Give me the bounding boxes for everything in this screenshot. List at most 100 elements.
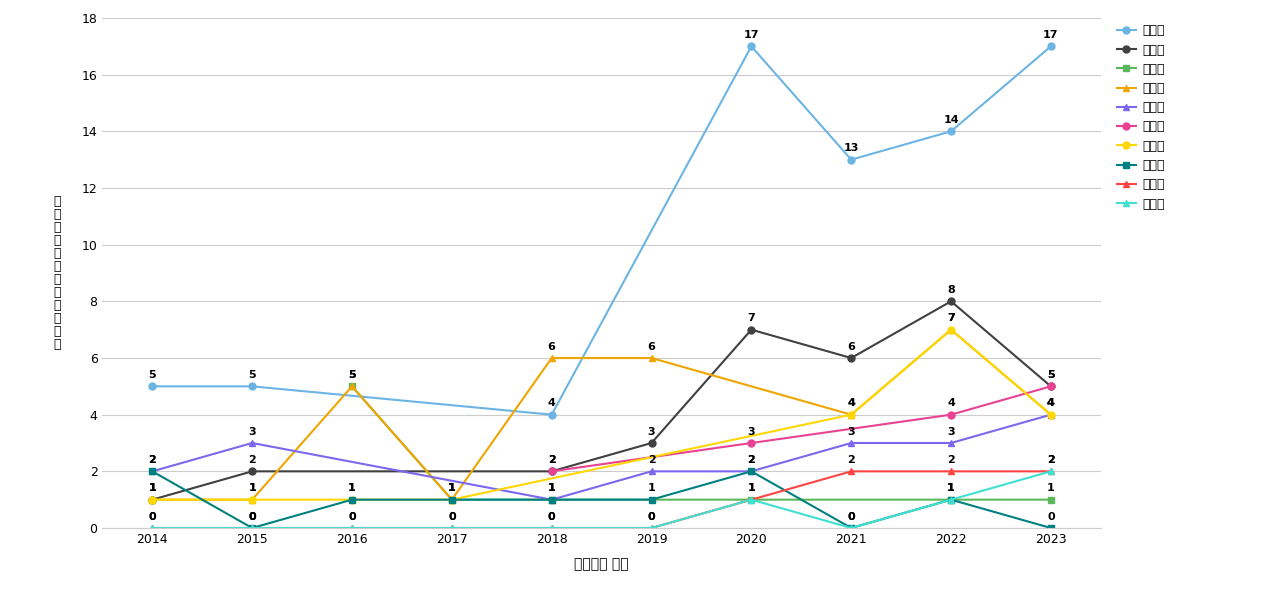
박성규 xyxy=(644,355,659,362)
노종기 xyxy=(1043,383,1059,390)
나윤성 xyxy=(145,383,160,390)
Text: 1: 1 xyxy=(548,484,556,493)
Text: 4: 4 xyxy=(1047,398,1055,409)
인치훈 xyxy=(244,524,260,532)
Legend: 나윤성, 유홍준, 전진국, 박성규, 황정우, 노종기, 성기주, 인치훈, 정영배, 이진복: 나윤성, 유홍준, 전진국, 박성규, 황정우, 노종기, 성기주, 인치훈, … xyxy=(1117,24,1165,211)
Text: 0: 0 xyxy=(248,512,256,521)
Text: 2: 2 xyxy=(648,455,655,465)
Text: 0: 0 xyxy=(448,512,456,521)
Line: 노종기: 노종기 xyxy=(548,383,1055,475)
박성규 xyxy=(244,496,260,503)
인치훈 xyxy=(744,468,759,475)
전진국 xyxy=(943,496,959,503)
Text: 4: 4 xyxy=(947,398,955,409)
Text: 1: 1 xyxy=(448,484,456,493)
정영배 xyxy=(344,524,360,532)
Text: 1: 1 xyxy=(748,484,755,493)
Text: 4: 4 xyxy=(847,398,855,409)
전진국 xyxy=(1043,496,1059,503)
이진복 xyxy=(244,524,260,532)
Text: 1: 1 xyxy=(648,484,655,493)
Text: 4: 4 xyxy=(548,398,556,409)
Text: 5: 5 xyxy=(1047,370,1055,380)
Text: 0: 0 xyxy=(847,512,855,521)
Text: 0: 0 xyxy=(248,512,256,521)
유홍준 xyxy=(244,468,260,475)
정영배 xyxy=(444,524,460,532)
이진복 xyxy=(1043,468,1059,475)
나윤성 xyxy=(744,43,759,50)
정영배 xyxy=(544,524,559,532)
Text: 1: 1 xyxy=(348,484,356,493)
Line: 유홍준: 유홍준 xyxy=(148,298,1055,503)
성기주 xyxy=(145,496,160,503)
Text: 1: 1 xyxy=(947,484,955,493)
Text: 1: 1 xyxy=(448,484,456,493)
Text: 0: 0 xyxy=(348,512,356,521)
Text: 1: 1 xyxy=(748,484,755,493)
Text: 6: 6 xyxy=(847,341,855,352)
Text: 2: 2 xyxy=(947,455,955,465)
황정우 xyxy=(544,496,559,503)
Text: 14: 14 xyxy=(943,115,959,125)
인치훈 xyxy=(344,496,360,503)
유홍준 xyxy=(644,439,659,446)
나윤성 xyxy=(943,128,959,135)
황정우 xyxy=(744,468,759,475)
Text: 6: 6 xyxy=(648,341,655,352)
유홍준 xyxy=(544,468,559,475)
Text: 1: 1 xyxy=(947,484,955,493)
이진복 xyxy=(444,524,460,532)
Line: 나윤성: 나윤성 xyxy=(148,43,1055,418)
Text: 1: 1 xyxy=(548,484,556,493)
Text: 2: 2 xyxy=(248,455,256,465)
Line: 성기주: 성기주 xyxy=(148,326,1055,503)
인치훈 xyxy=(943,496,959,503)
정영배 xyxy=(1043,468,1059,475)
박성규 xyxy=(943,326,959,333)
인치훈 xyxy=(444,496,460,503)
박성규 xyxy=(544,355,559,362)
Text: 1: 1 xyxy=(947,484,955,493)
Text: 2: 2 xyxy=(748,455,755,465)
Text: 0: 0 xyxy=(847,512,855,521)
정영배 xyxy=(644,524,659,532)
성기주 xyxy=(1043,411,1059,418)
Text: 0: 0 xyxy=(648,512,655,521)
유홍준 xyxy=(943,298,959,305)
Line: 박성규: 박성규 xyxy=(148,326,1055,503)
Text: 7: 7 xyxy=(748,313,755,323)
정영배 xyxy=(145,524,160,532)
성기주 xyxy=(444,496,460,503)
나윤성 xyxy=(844,156,859,163)
정영배 xyxy=(943,468,959,475)
Text: 0: 0 xyxy=(548,512,556,521)
성기주 xyxy=(344,496,360,503)
Line: 전진국: 전진국 xyxy=(348,383,1055,503)
이진복 xyxy=(145,524,160,532)
Text: 1: 1 xyxy=(148,484,156,493)
이진복 xyxy=(644,524,659,532)
박성규 xyxy=(145,496,160,503)
황정우 xyxy=(943,439,959,446)
유홍준 xyxy=(145,496,160,503)
박성규 xyxy=(344,383,360,390)
인치훈 xyxy=(844,524,859,532)
박성규 xyxy=(444,496,460,503)
Text: 3: 3 xyxy=(248,427,256,437)
Text: 3: 3 xyxy=(648,427,655,437)
황정우 xyxy=(844,439,859,446)
Text: 1: 1 xyxy=(348,484,356,493)
노종기 xyxy=(544,468,559,475)
인치훈 xyxy=(1043,524,1059,532)
Text: 2: 2 xyxy=(1047,455,1055,465)
성기주 xyxy=(844,411,859,418)
Text: 1: 1 xyxy=(148,484,156,493)
Text: 5: 5 xyxy=(348,370,356,380)
황정우 xyxy=(644,468,659,475)
유홍준 xyxy=(844,355,859,362)
Text: 0: 0 xyxy=(348,512,356,521)
이진복 xyxy=(344,524,360,532)
나윤성 xyxy=(244,383,260,390)
Text: 5: 5 xyxy=(148,370,156,380)
